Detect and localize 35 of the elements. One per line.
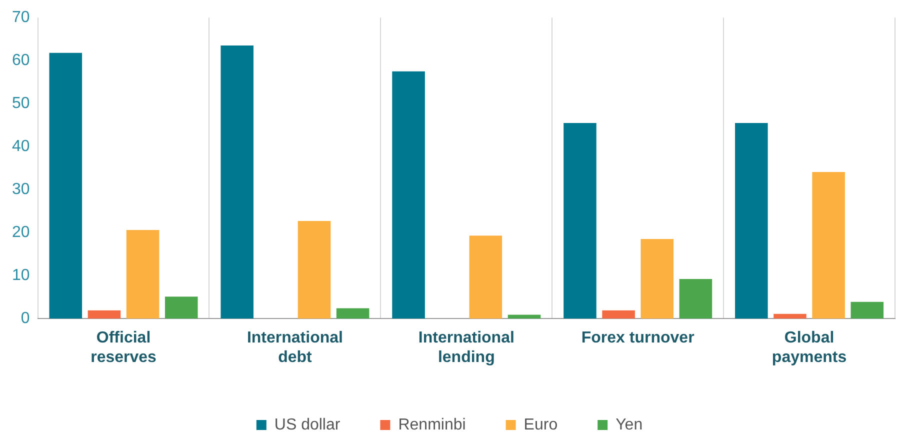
bar: [126, 230, 160, 319]
bar: [679, 279, 712, 319]
x-tick-label: International debt: [246, 330, 343, 366]
y-tick-label: 70: [12, 9, 30, 26]
bar: [735, 122, 768, 319]
bar: [812, 172, 845, 319]
y-tick-label: 10: [12, 267, 30, 284]
bar: [164, 296, 198, 319]
legend-label: Euro: [524, 416, 558, 434]
bar: [602, 310, 635, 319]
y-tick-label: 50: [12, 95, 30, 112]
bar: [392, 71, 425, 319]
y-tick-label: 20: [12, 224, 30, 242]
x-tick-label: International lending: [418, 330, 514, 366]
bar: [850, 302, 884, 319]
y-tick-label: 60: [12, 52, 30, 70]
bar: [49, 52, 82, 319]
y-tick-label: 30: [12, 181, 30, 198]
legend-label: Renminbi: [398, 416, 466, 434]
legend-label: US dollar: [274, 416, 341, 434]
bar: [298, 220, 331, 319]
bar: [469, 236, 502, 319]
bar: [220, 46, 254, 319]
bar: [508, 314, 541, 319]
y-tick-label: 40: [12, 138, 30, 156]
bar: [564, 122, 596, 319]
y-tick-label: 0: [20, 310, 30, 328]
legend-label: Yen: [616, 416, 643, 434]
bar: [88, 310, 121, 319]
x-tick-label: Global payments: [772, 330, 847, 366]
bar: [640, 239, 674, 319]
bar: [774, 314, 806, 319]
x-tick-label: Official reserves: [90, 330, 157, 366]
x-tick-label: Forex turnover: [581, 330, 694, 347]
bar: [336, 308, 370, 319]
